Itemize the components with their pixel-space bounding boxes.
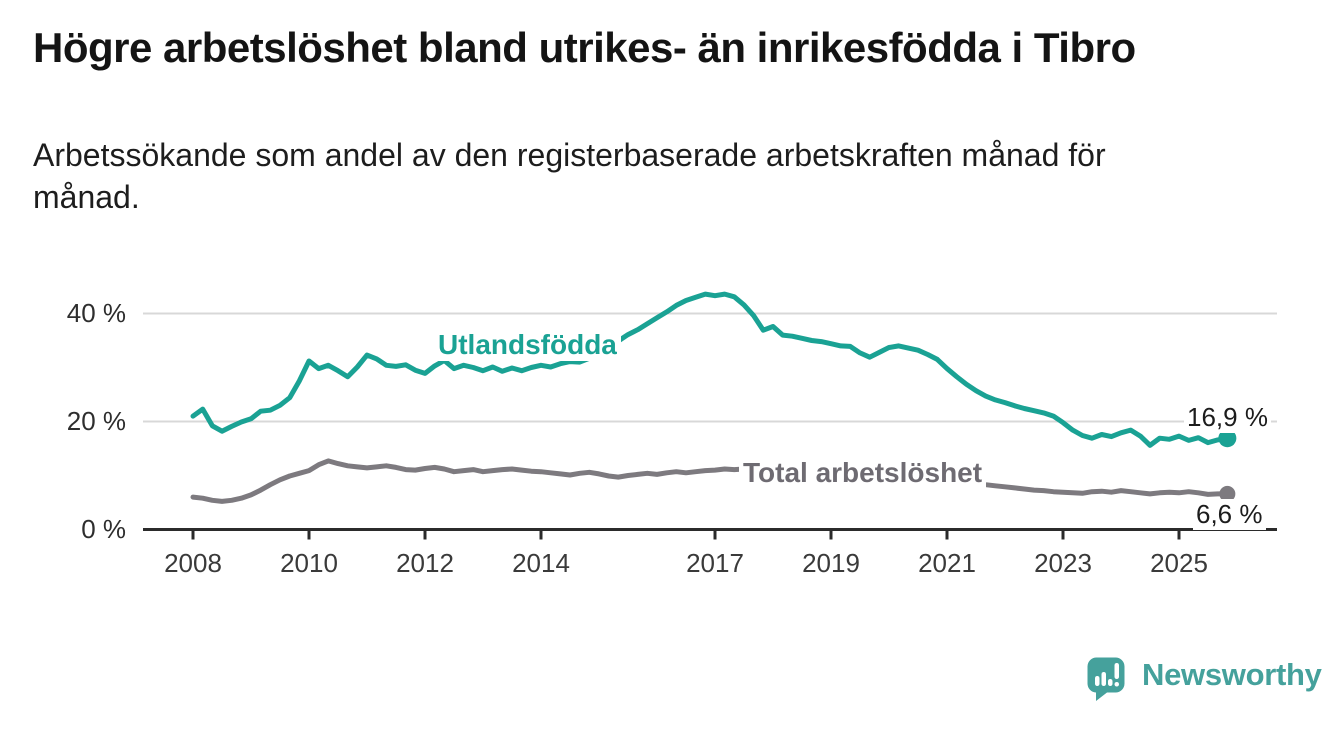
page-title: Högre arbetslöshet bland utrikes- än inr… [33,24,1136,71]
chart-subtitle: Arbetssökande som andel av den registerb… [33,134,1106,218]
series-label-utlandsfodda: Utlandsfödda [434,329,621,361]
x-axis-label-2019: 2019 [802,548,860,578]
y-axis-label-0: 0 % [81,513,126,544]
chart-subtitle-line-1: Arbetssökande som andel av den registerb… [33,137,1106,173]
x-axis-label-2010: 2010 [280,548,338,578]
utlandsfodda-line [190,291,1230,448]
x-axis-label-2025: 2025 [1150,548,1208,578]
end-value-label-total: 6,6 % [1193,499,1266,530]
x-axis-label-2021: 2021 [918,548,976,578]
y-axis-label-40: 40 % [66,297,126,328]
chart-subtitle-line-2: månad. [33,179,140,215]
end-value-label-utlandsfodda: 16,9 % [1184,402,1271,433]
x-axis-label-2008: 2008 [164,548,222,578]
y-axis-label-20: 20 % [66,405,126,436]
x-axis-label-2014: 2014 [512,548,570,578]
x-axis-label-2023: 2023 [1034,548,1092,578]
newsworthy-logo-icon [1087,657,1125,701]
series-label-total: Total arbetslöshet [739,457,987,489]
total-line [190,458,1230,504]
newsworthy-wordmark: Newsworthy [1142,657,1322,692]
x-axis-label-2012: 2012 [396,548,454,578]
total-end-dot [1219,485,1236,502]
utlandsfodda-end-dot [1218,429,1237,448]
x-axis-label-2017: 2017 [686,548,744,578]
